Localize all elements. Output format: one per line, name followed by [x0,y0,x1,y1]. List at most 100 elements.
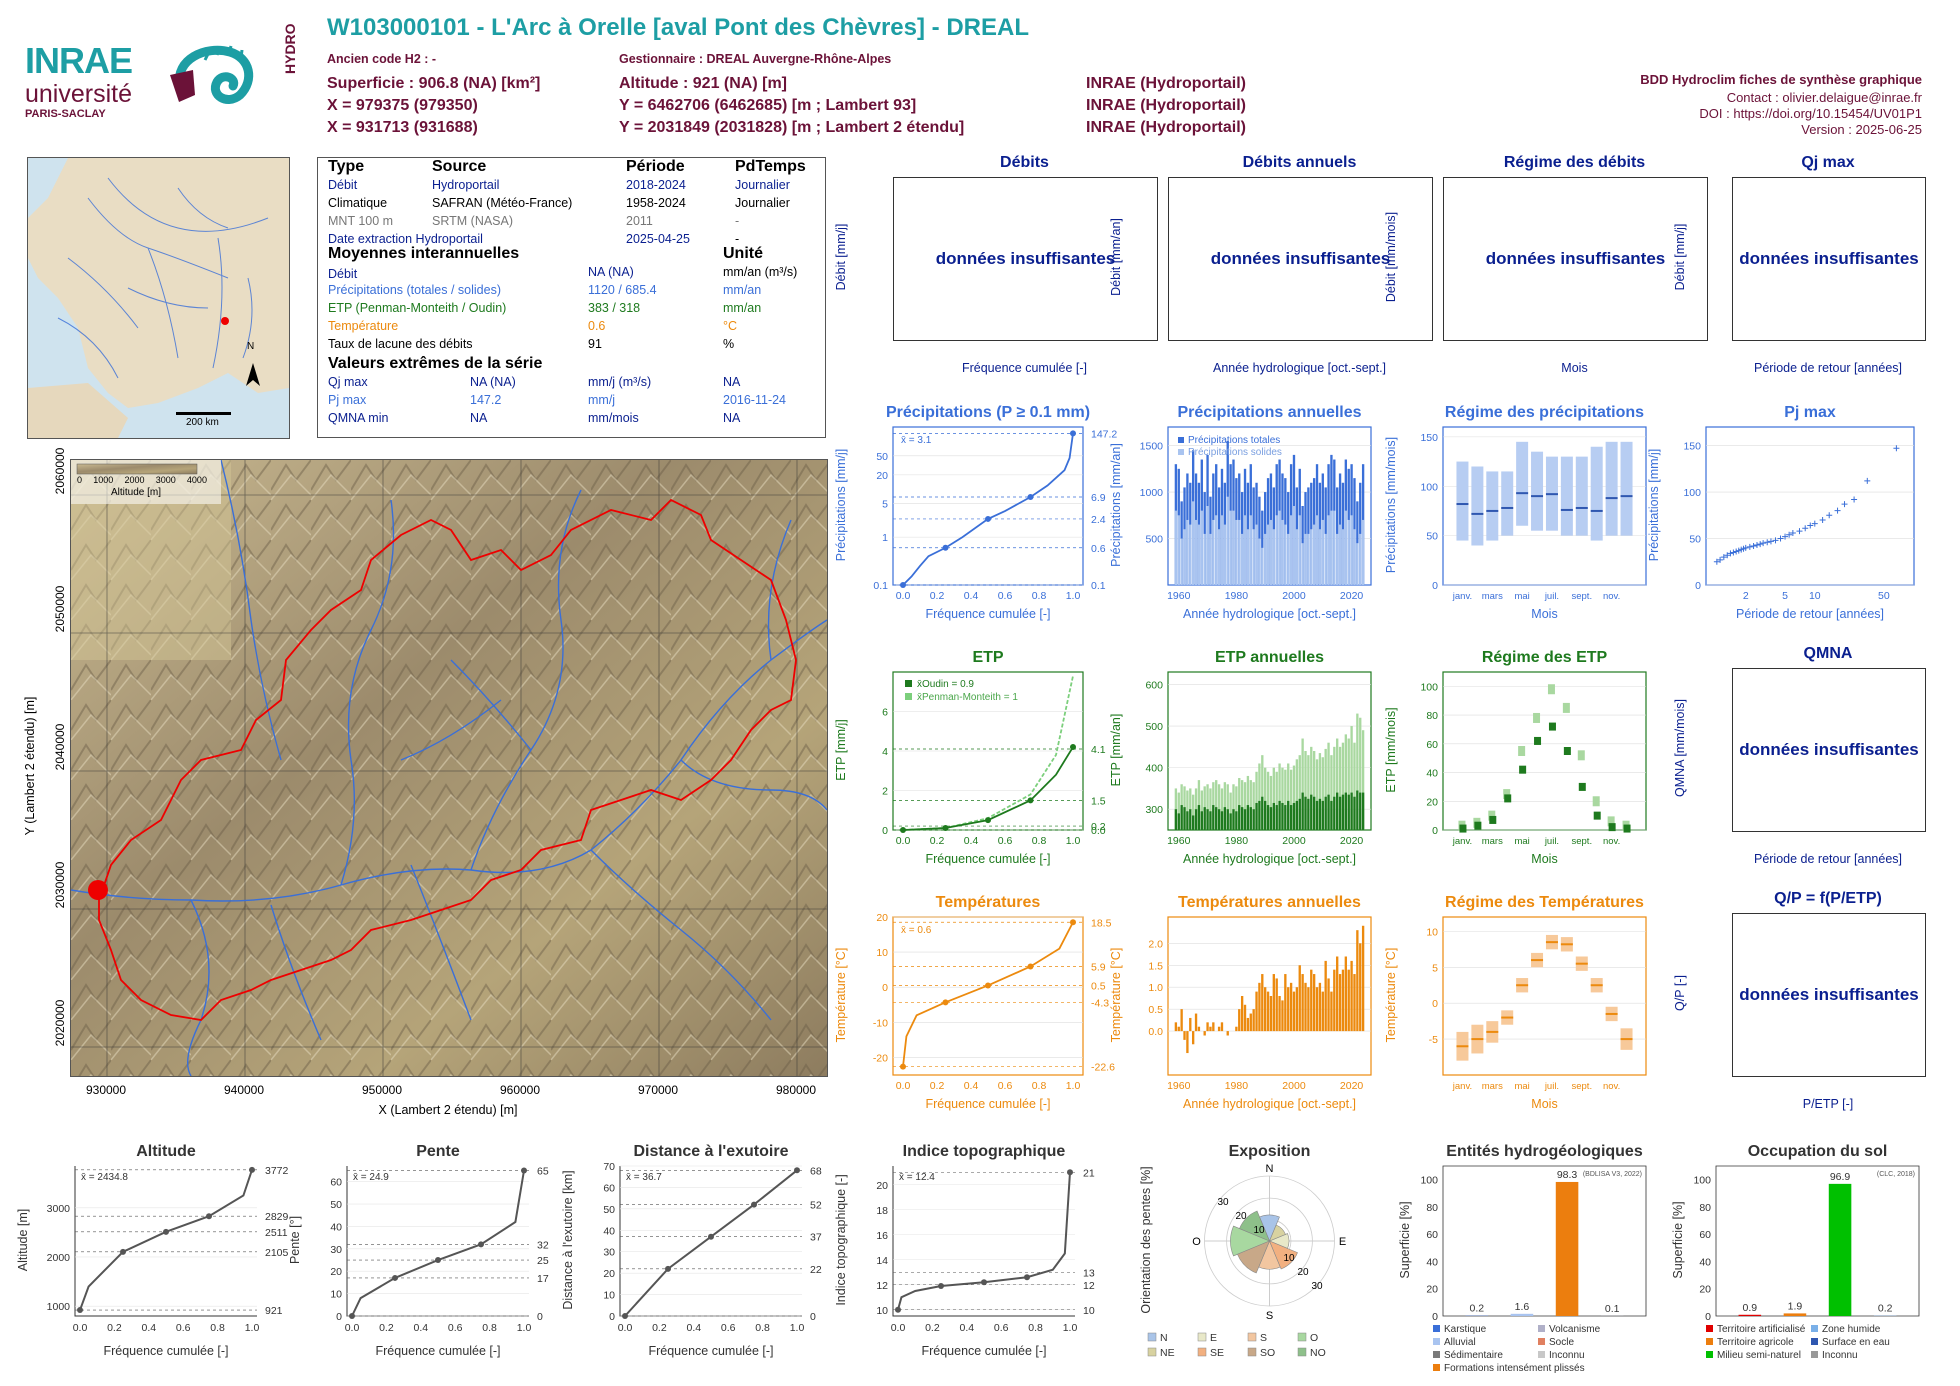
quantile-label: 3772 [265,1165,289,1177]
ytick-label: 5 [882,499,888,511]
quantile-point [1070,430,1076,437]
quantile-point [708,1233,714,1240]
quantile-point [981,1279,987,1286]
xtick-label: 2020 [1340,1080,1364,1092]
bar-etp-oudin [1186,811,1189,830]
quantile-point [1024,1274,1030,1281]
plot-frame [1167,916,1372,1076]
ancien-code: Ancien code H2 : - [327,52,437,66]
chart-qmna: données insuffisantes [1732,668,1926,832]
bar-temperature [1186,1031,1189,1054]
bar-etp-penman [1215,780,1218,830]
insufficient-data-message: données insuffisantes [935,249,1116,268]
xtick-label: 0.0 [345,1322,360,1334]
quantile-label: 18.5 [1091,917,1112,929]
bar-etp-oudin [1336,792,1339,830]
ytick-label: 150 [1683,441,1701,453]
bar-temperature [1180,1009,1183,1032]
month-label: mars [1482,836,1503,847]
bar-etp-oudin [1295,800,1299,830]
bar-temperature [1330,991,1333,1032]
legend-swatch [1247,1332,1257,1342]
legend-swatch [1178,437,1184,443]
ytick-label: 4 [882,746,888,758]
bar-temperature [1264,987,1267,1032]
xtick-label: 5 [1782,590,1788,602]
box-oudin [1593,811,1601,820]
bar-etp-penman [1249,780,1252,830]
pjmax-point [1753,542,1760,549]
bar-precip-solid [1249,515,1252,585]
legend-tick: 1000 [93,475,114,485]
quantile-point [665,1265,671,1272]
bar-precip-solid [1217,529,1221,585]
bar-precip-solid [1341,529,1345,585]
bar-temperature [1255,991,1258,1032]
legend-label: SO [1260,1347,1275,1359]
moy-label: Taux de lacune des débits [328,337,473,351]
month-label: mai [1514,591,1529,602]
bar-precip-solid [1310,529,1313,585]
ytick-label: 100 [1420,681,1438,693]
bar-etp-penman [1272,767,1275,830]
quantile-point [1070,744,1076,751]
chart-temp_annuelles: 0.0 0.5 1.0 1.5 2.0 1960 1980 2000 2020 [1148,916,1372,1092]
chart-title: Occupation du sol [1747,1143,1888,1160]
superficie: Superficie : 906.8 (NA) [km²] [327,75,541,92]
insufficient-data-message: données insuffisantes [1739,740,1919,759]
chart-title: Précipitations (P ≥ 0.1 mm) [885,404,1091,421]
ytick-label: 20 [876,912,888,924]
ytick-label: 0 [609,1311,615,1323]
ring-label: 30 [1218,1197,1230,1208]
chart-ylabel: Température [°C] [1109,947,1123,1043]
map-ytick: 2050000 [53,585,67,633]
axis-lines [892,1166,1075,1317]
bar-temperature [1281,1000,1284,1032]
bar-precip-solid [1336,533,1339,585]
map-ytick: 2040000 [53,723,67,771]
ytick-label: 60 [1426,739,1438,751]
box-penman [1518,746,1526,756]
chart-svg: 0.0 0.5 1.0 1.5 2.0 1960 1980 2000 2020 [1148,916,1372,1092]
xtick-label: 0.8 [482,1322,497,1334]
bar-etp-oudin [1292,802,1296,830]
ytick-label: -5 [1429,1034,1438,1046]
bar-temperature [1206,1022,1209,1032]
bar-precip-solid [1275,515,1278,585]
ytick-label: 30 [603,1247,615,1259]
pjmax-point [1864,477,1871,484]
chart-xlabel: Fréquence cumulée [-] [103,1344,229,1358]
box-penman [1607,816,1615,827]
bar-temperature [1324,960,1327,1032]
moy-value: NA (NA) [588,265,634,279]
ytick-label: 0 [1432,580,1438,592]
ytick-label: 400 [1145,763,1163,775]
cell: SAFRAN (Météo-France) [432,196,573,210]
xtick-label: 1.0 [1066,1080,1081,1092]
quantile-point [900,827,906,833]
bar-temperature [1353,974,1356,1032]
bar-etp-penman [1191,794,1195,830]
xtick-label: 1980 [1225,1080,1249,1092]
bar-etp-oudin [1318,798,1322,830]
bar-temperature [1318,982,1322,1032]
rose-sector-so [1237,1240,1271,1274]
doi-link[interactable]: DOI : https://doi.org/10.15454/UV01P1 [1699,106,1922,121]
ytick-label: 100 [1683,487,1701,499]
xtick-label: 0.4 [141,1322,156,1334]
moy-title: Moyennes interannuelles [328,245,520,262]
quantile-point [942,999,949,1006]
ytick-label: -10 [873,1017,888,1029]
bar-etp-penman [1255,771,1258,830]
bar-temperature [1284,974,1287,1032]
bar-precip-solid [1266,524,1270,585]
quantile-label: 2829 [265,1211,289,1223]
chart-xlabel: Fréquence cumulée [-] [375,1344,501,1358]
map-ylabel: Y (Lambert 2 étendu) [m] [23,696,37,836]
xtick-label: 0.0 [896,1080,911,1092]
pjmax-point [1789,529,1796,536]
ring-label: 20 [1236,1211,1248,1222]
bar-temperature [1217,1026,1221,1032]
chart-title: Précipitations annuelles [1177,404,1362,421]
bar-etp-oudin [1266,805,1270,830]
